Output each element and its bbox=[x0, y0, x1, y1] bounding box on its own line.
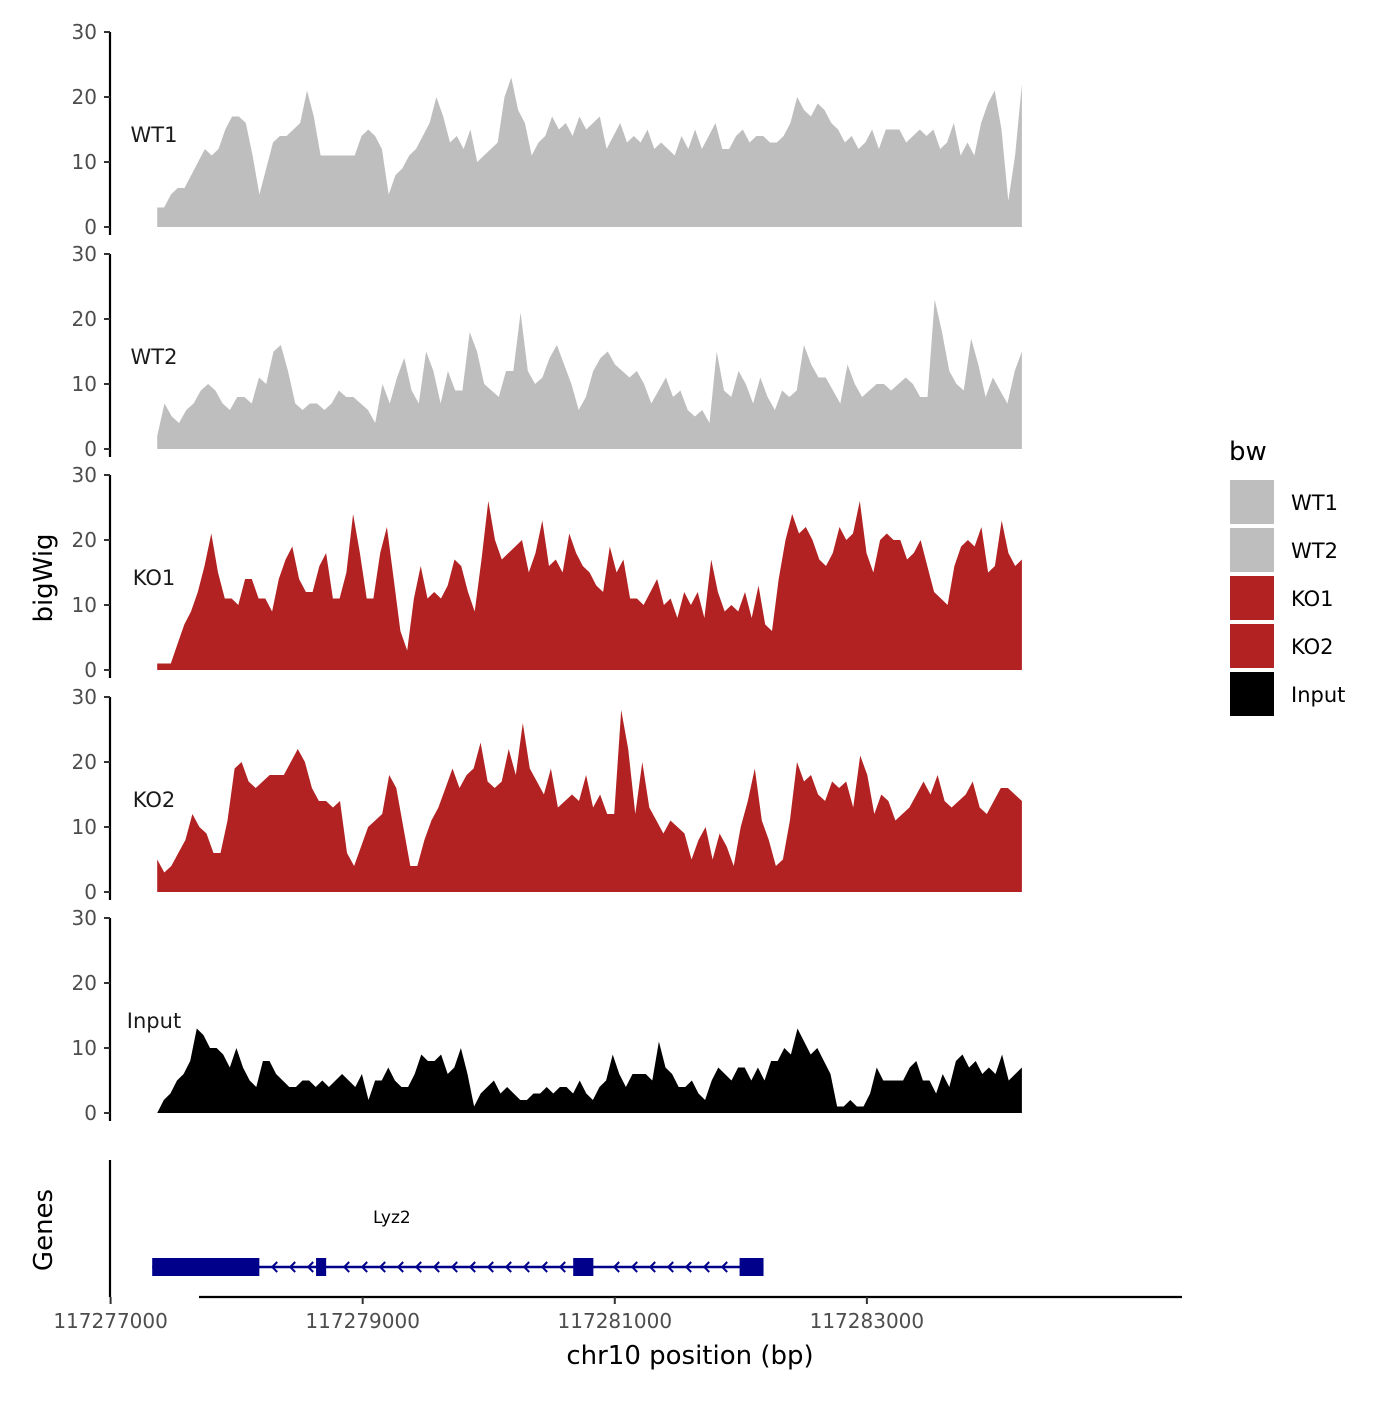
track-label: WT1 bbox=[131, 123, 178, 147]
y-tick-label: 0 bbox=[84, 437, 97, 461]
x-tick-label: 117279000 bbox=[305, 1309, 420, 1333]
legend-label: KO1 bbox=[1291, 587, 1334, 611]
y-axis-title: bigWig bbox=[29, 533, 59, 622]
x-tick-label: 117283000 bbox=[810, 1309, 925, 1333]
track-wt2: 0 10 20 30 WT2 bbox=[72, 242, 1022, 461]
strand-arrow bbox=[720, 1261, 728, 1273]
strand-arrow bbox=[270, 1261, 278, 1273]
strand-arrow bbox=[522, 1261, 530, 1273]
strand-arrow bbox=[612, 1261, 620, 1273]
strand-arrow bbox=[702, 1261, 710, 1273]
track-ko1: 0 10 20 30 KO1 bbox=[72, 463, 1022, 682]
strand-arrow bbox=[288, 1261, 296, 1273]
gene-lyz2: Lyz2 bbox=[152, 1208, 764, 1276]
coverage-area-wt1 bbox=[157, 77, 1022, 227]
strand-arrow bbox=[558, 1261, 566, 1273]
gene-label: Lyz2 bbox=[373, 1208, 411, 1228]
y-tick-label: 20 bbox=[72, 85, 97, 109]
gene-exon bbox=[152, 1258, 260, 1276]
legend-label: KO2 bbox=[1291, 635, 1334, 659]
track-ko2: 0 10 20 30 KO2 bbox=[72, 685, 1022, 904]
gene-exon bbox=[739, 1258, 764, 1276]
legend: bw WT1 WT2 KO1 KO2 Input bbox=[1229, 437, 1345, 716]
legend-key-ko2 bbox=[1230, 624, 1274, 668]
legend-label: WT2 bbox=[1291, 539, 1338, 563]
y-tick-label: 10 bbox=[72, 372, 97, 396]
legend-key-input bbox=[1230, 672, 1274, 716]
y-tick-label: 30 bbox=[72, 20, 97, 44]
y-tick-label: 30 bbox=[72, 463, 97, 487]
strand-arrow bbox=[342, 1261, 350, 1273]
strand-arrow bbox=[630, 1261, 638, 1273]
track-label: Input bbox=[127, 1009, 181, 1033]
strand-arrow bbox=[486, 1261, 494, 1273]
coverage-area-wt2 bbox=[157, 299, 1022, 449]
strand-arrow bbox=[468, 1261, 476, 1273]
y-tick-label: 10 bbox=[72, 815, 97, 839]
x-axis-title: chr10 position (bp) bbox=[566, 1341, 813, 1371]
coverage-area-ko2 bbox=[157, 710, 1022, 892]
y-tick-label: 20 bbox=[72, 307, 97, 331]
coverage-area-input bbox=[157, 1028, 1022, 1113]
y-tick-label: 0 bbox=[84, 880, 97, 904]
coverage-area-ko1 bbox=[157, 501, 1022, 670]
strand-arrow bbox=[306, 1261, 314, 1273]
y-tick-label: 10 bbox=[72, 1036, 97, 1060]
x-tick-label: 117281000 bbox=[558, 1309, 673, 1333]
x-tick-label: 117277000 bbox=[53, 1309, 168, 1333]
gene-exon bbox=[573, 1258, 594, 1276]
y-tick-label: 0 bbox=[84, 658, 97, 682]
track-wt1: 0 10 20 30 WT1 bbox=[72, 20, 1022, 239]
track-label: KO1 bbox=[133, 566, 176, 590]
coverage-tracks: 0 10 20 30 WT1 0 10 20 30 WT2 0 10 20 30 KO1 0 10 20 30 KO2… bbox=[72, 20, 1022, 1125]
legend-label: WT1 bbox=[1291, 491, 1338, 515]
legend-title: bw bbox=[1229, 437, 1267, 467]
legend-label: Input bbox=[1291, 683, 1345, 707]
strand-arrow bbox=[378, 1261, 386, 1273]
gene-exon bbox=[316, 1258, 327, 1276]
strand-arrow bbox=[396, 1261, 404, 1273]
strand-arrow bbox=[684, 1261, 692, 1273]
strand-arrow bbox=[450, 1261, 458, 1273]
y-tick-label: 30 bbox=[72, 242, 97, 266]
strand-arrow bbox=[648, 1261, 656, 1273]
strand-arrow bbox=[360, 1261, 368, 1273]
y-tick-label: 0 bbox=[84, 215, 97, 239]
y-tick-label: 20 bbox=[72, 971, 97, 995]
strand-arrow bbox=[504, 1261, 512, 1273]
strand-arrow bbox=[432, 1261, 440, 1273]
legend-key-ko1 bbox=[1230, 576, 1274, 620]
track-label: KO2 bbox=[133, 788, 176, 812]
strand-arrow bbox=[414, 1261, 422, 1273]
legend-key-wt2 bbox=[1230, 528, 1274, 572]
y-tick-label: 20 bbox=[72, 750, 97, 774]
strand-arrow bbox=[666, 1261, 674, 1273]
y-tick-label: 10 bbox=[72, 593, 97, 617]
y-tick-label: 20 bbox=[72, 528, 97, 552]
genes-axis-title: Genes bbox=[29, 1189, 59, 1271]
gene-track: Lyz2 bbox=[108, 1160, 764, 1297]
legend-key-wt1 bbox=[1230, 480, 1274, 524]
track-label: WT2 bbox=[131, 345, 178, 369]
strand-arrow bbox=[540, 1261, 548, 1273]
track-input: 0 10 20 30 Input bbox=[72, 906, 1022, 1125]
x-axis: 117277000 117279000 117281000 117283000 bbox=[53, 1295, 1182, 1333]
y-tick-label: 10 bbox=[72, 150, 97, 174]
y-tick-label: 30 bbox=[72, 906, 97, 930]
y-tick-label: 0 bbox=[84, 1101, 97, 1125]
y-tick-label: 30 bbox=[72, 685, 97, 709]
